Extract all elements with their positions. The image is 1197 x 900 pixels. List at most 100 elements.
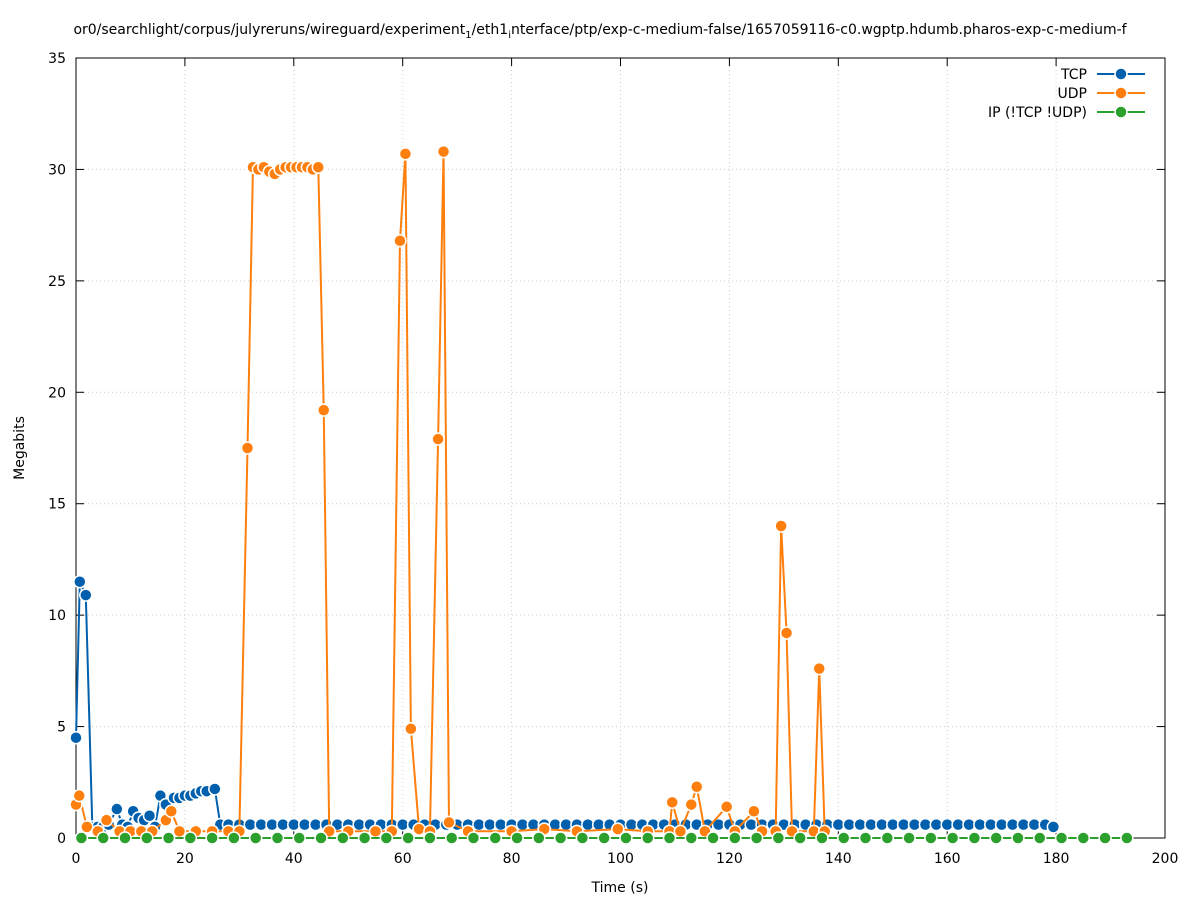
point: [967, 831, 982, 844]
point: [706, 831, 720, 844]
legend-label: TCP: [1060, 67, 1087, 83]
point: [662, 831, 677, 844]
point: [553, 831, 568, 844]
point: [779, 626, 794, 640]
title-part: 1: [465, 30, 471, 41]
point: [793, 831, 807, 844]
title-part: /eth1: [472, 22, 509, 38]
point: [1076, 831, 1091, 844]
line: [75, 151, 826, 835]
point: [989, 831, 1003, 844]
x-tick-label: 0: [72, 851, 81, 867]
point: [815, 831, 829, 844]
point: [858, 831, 873, 844]
point: [684, 797, 699, 812]
x-tick-label: 200: [1152, 851, 1179, 867]
point: [393, 233, 407, 248]
x-tick-label: 100: [607, 851, 634, 867]
point: [110, 802, 124, 816]
point: [379, 831, 394, 844]
point: [611, 822, 625, 836]
legend-marker: [1114, 86, 1128, 100]
title-part: or0/searchlight/corpus/julyreruns/wiregu…: [73, 22, 465, 38]
point: [73, 574, 87, 589]
point: [442, 815, 456, 830]
point: [597, 831, 611, 844]
point: [401, 831, 415, 844]
point: [240, 441, 255, 455]
point: [444, 831, 459, 844]
point: [466, 831, 481, 844]
y-tick-label: 30: [48, 162, 66, 178]
point: [79, 588, 93, 602]
x-tick-label: 160: [934, 851, 961, 867]
y-tick-label: 15: [48, 497, 66, 513]
point: [771, 831, 786, 844]
point: [1120, 831, 1134, 844]
point: [404, 722, 418, 736]
point: [118, 831, 132, 844]
point: [270, 831, 285, 844]
point: [924, 831, 938, 844]
point: [510, 831, 524, 844]
title-part: nterface/ptp/exp-c-medium-false/16570591…: [511, 22, 1128, 38]
point: [1098, 831, 1112, 844]
point: [74, 831, 89, 844]
point: [1046, 820, 1061, 834]
point: [719, 800, 734, 814]
point: [72, 788, 87, 803]
point: [747, 804, 761, 819]
point: [1054, 831, 1069, 844]
x-tick-label: 40: [285, 851, 303, 867]
point: [431, 432, 445, 446]
point: [749, 831, 764, 844]
point: [836, 831, 851, 844]
point: [205, 831, 219, 844]
x-tick-label: 140: [825, 851, 852, 867]
point: [945, 831, 960, 844]
x-tick-label: 20: [176, 851, 194, 867]
legend-label: UDP: [1058, 86, 1087, 102]
x-axis-label: Time (s): [591, 880, 649, 896]
y-tick-label: 5: [57, 720, 66, 736]
point: [368, 824, 383, 839]
point: [161, 831, 176, 844]
point: [398, 147, 413, 161]
point: [684, 831, 699, 844]
y-tick-label: 20: [48, 385, 66, 401]
y-tick-label: 25: [48, 274, 66, 290]
x-tick-label: 120: [716, 851, 743, 867]
point: [412, 822, 426, 836]
point: [208, 782, 222, 796]
point: [183, 831, 198, 844]
legend-label: IP (!TCP !UDP): [988, 105, 1087, 121]
point: [902, 831, 916, 844]
point: [619, 831, 633, 844]
legend-marker: [1114, 105, 1128, 119]
point: [728, 831, 742, 844]
point: [1011, 831, 1025, 844]
y-tick-label: 0: [57, 831, 66, 847]
point: [316, 403, 331, 417]
point: [227, 831, 241, 844]
point: [142, 808, 157, 823]
y-tick-label: 35: [48, 51, 66, 67]
plot-area: [70, 144, 1134, 844]
point: [423, 831, 437, 844]
point: [665, 795, 679, 810]
chart-title: or0/searchlight/corpus/julyreruns/wiregu…: [73, 22, 1127, 41]
legend-marker: [1114, 67, 1128, 81]
point: [774, 519, 788, 533]
point: [140, 831, 154, 844]
y-axis-label: Megabits: [12, 416, 28, 480]
point: [812, 661, 826, 676]
point: [336, 831, 350, 844]
point: [880, 831, 895, 844]
line: [75, 581, 1054, 831]
point: [488, 831, 503, 844]
point: [172, 824, 187, 839]
point: [436, 144, 451, 159]
point: [357, 831, 372, 844]
point: [575, 831, 590, 844]
